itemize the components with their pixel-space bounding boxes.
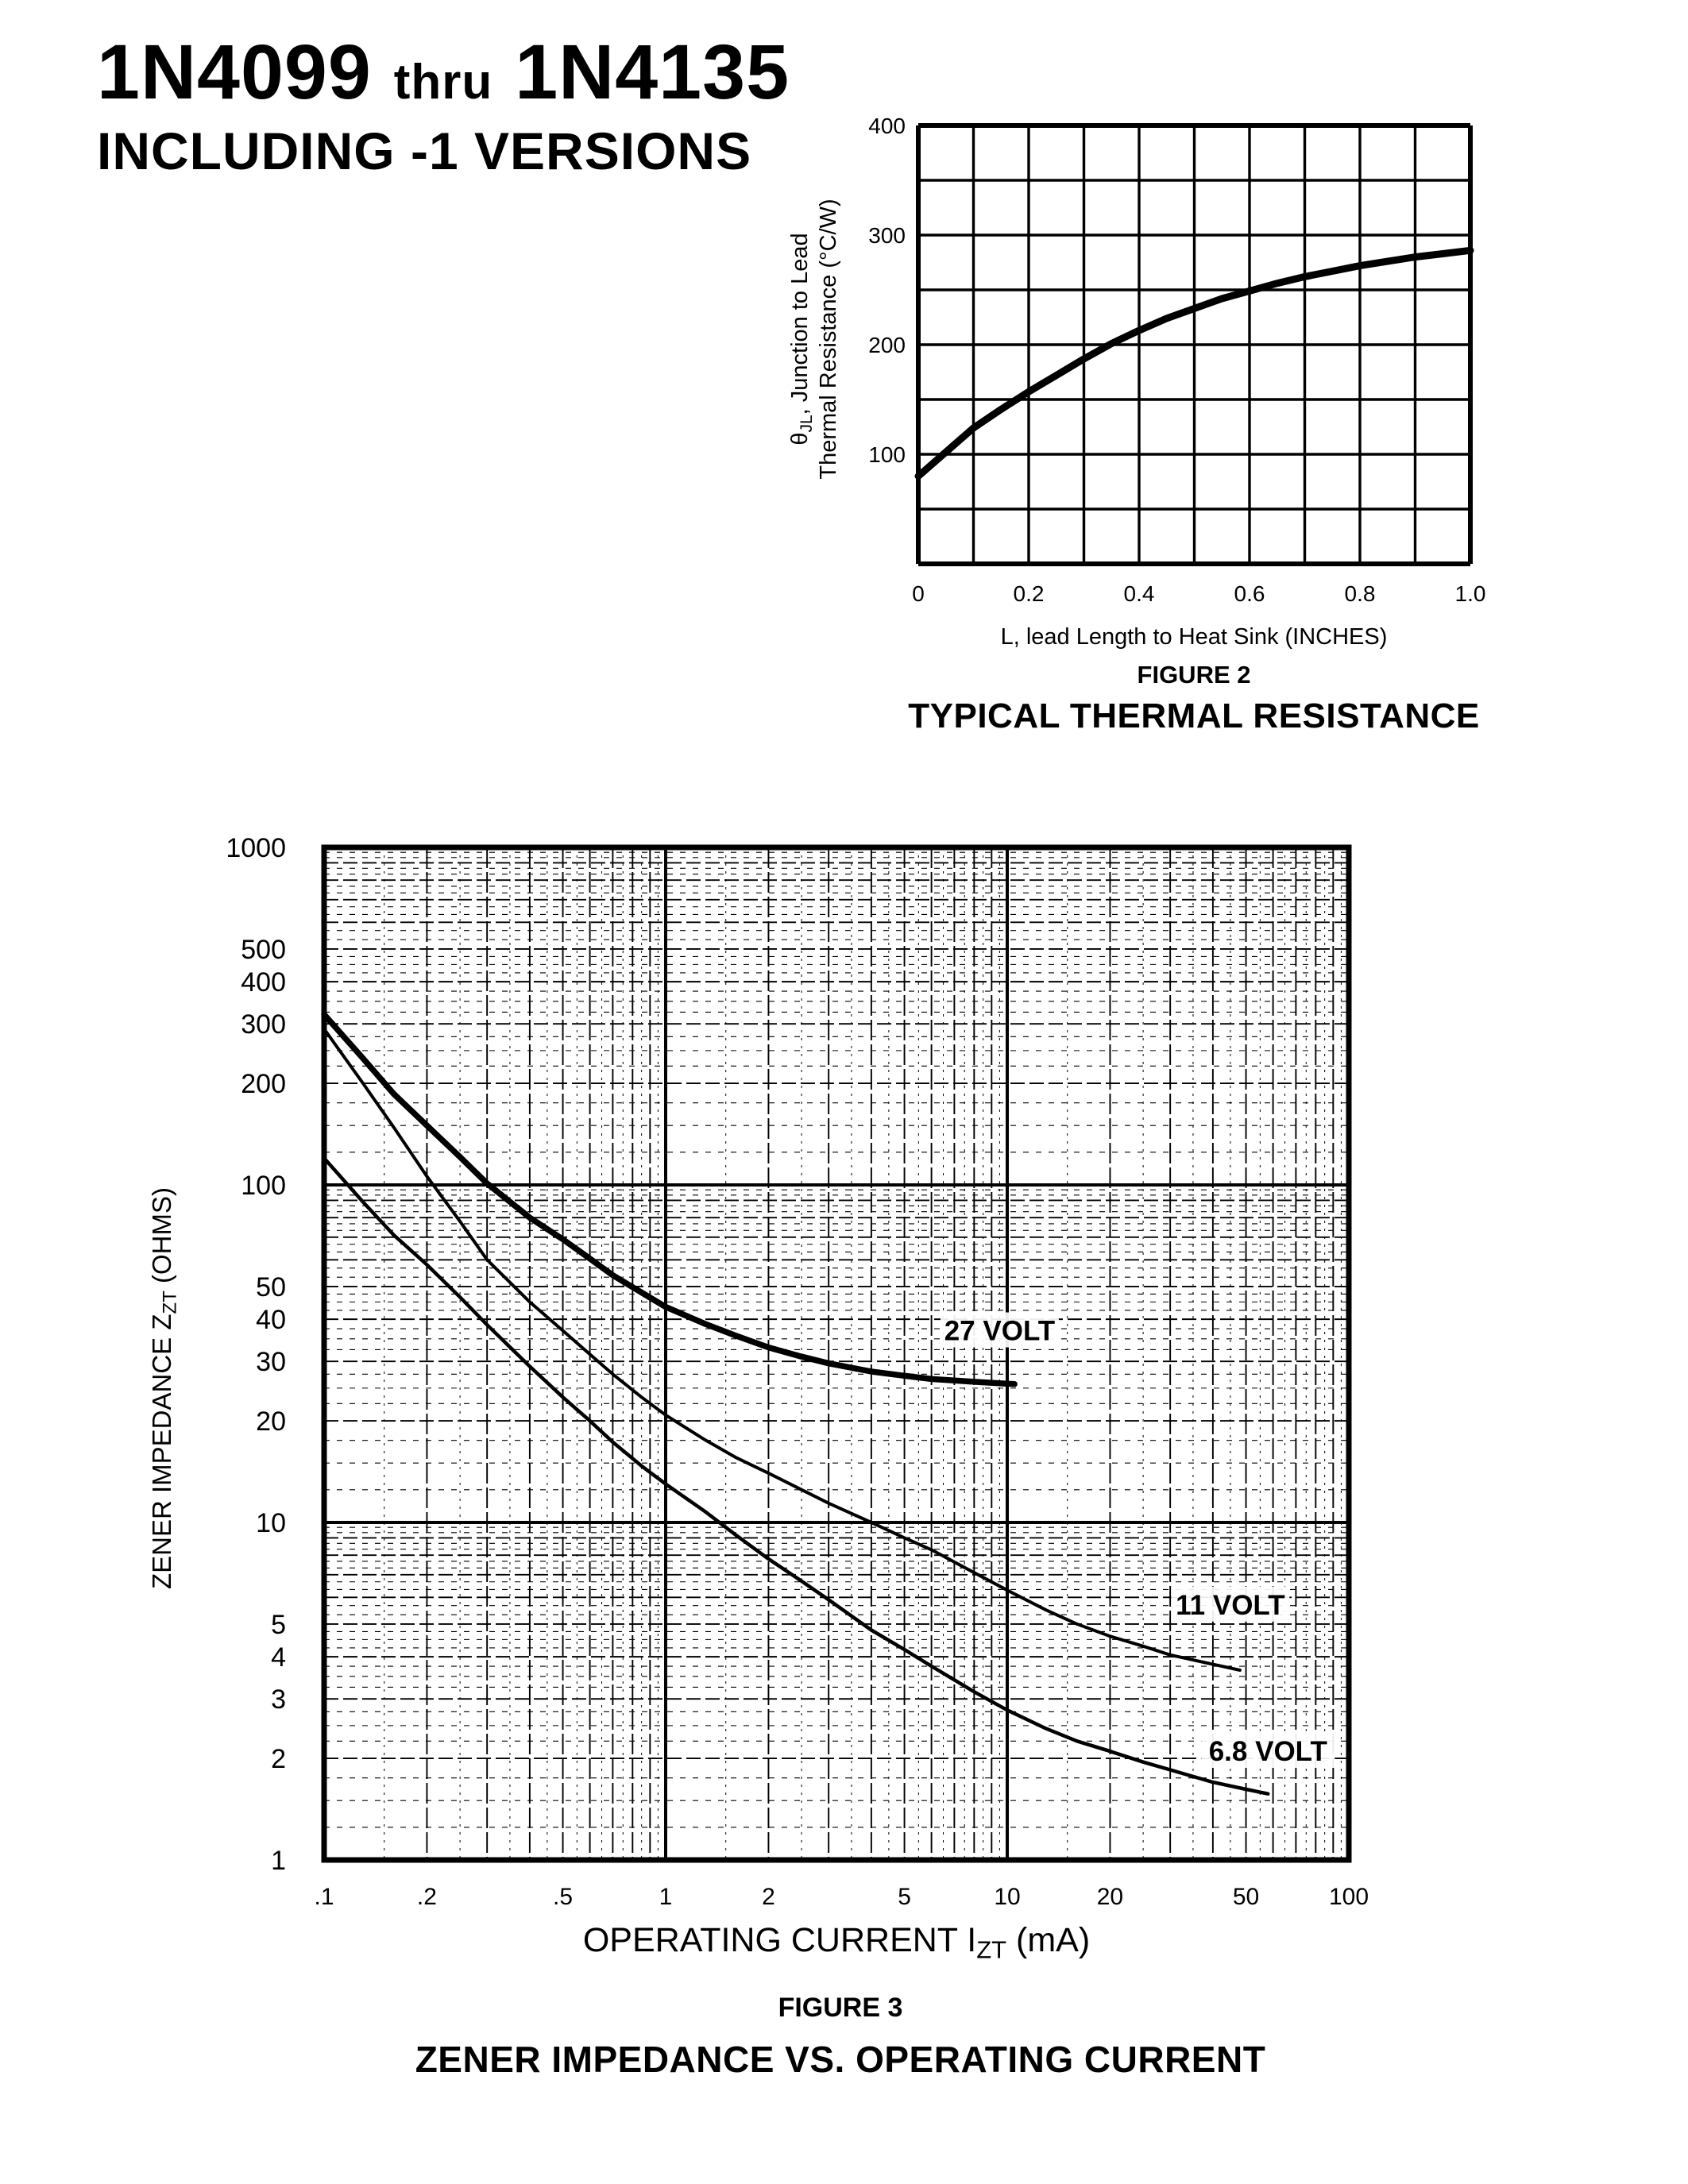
figure3-x-tick: 20 (1097, 1884, 1123, 1910)
figure3-y-tick: 300 (241, 1009, 286, 1040)
figure3-x-tick: 5 (898, 1884, 911, 1910)
figure2-x-tick: 0.6 (1234, 581, 1265, 606)
svg-text:Thermal Resistance (°C/W): Thermal Resistance (°C/W) (816, 199, 841, 479)
curve-label-27-volt: 27 VOLT (940, 1312, 1059, 1348)
figure2-x-tick: 0 (912, 581, 925, 606)
figure3-x-tick: .1 (314, 1884, 334, 1910)
figure3-y-tick: 10 (256, 1508, 286, 1538)
part-number-start: 1N4099 (97, 29, 372, 115)
figure2-x-tick: 0.2 (1014, 581, 1045, 606)
figure2-y-tick: 300 (868, 223, 906, 248)
figure3-y-tick: 2 (271, 1744, 286, 1774)
figure2-grid (916, 123, 1473, 566)
part-number-end: 1N4135 (515, 29, 790, 115)
curve-6.8-volt (322, 1156, 1270, 1796)
svg-text:θJL, Junction to Lead: θJL, Junction to Lead (787, 233, 816, 445)
figure2-y-tick: 100 (868, 442, 906, 467)
page-header: 1N4099 thru 1N4135 INCLUDING -1 VERSIONS (97, 32, 790, 179)
figure2-x-tick: 1.0 (1455, 581, 1486, 606)
figure3-y-tick: 30 (256, 1347, 286, 1377)
figure3-x-tick: 10 (994, 1884, 1020, 1910)
curve-label-6.8-volt: 6.8 VOLT (1201, 1733, 1335, 1769)
figure3-caption: FIGURE 3 ZENER IMPEDANCE VS. OPERATING C… (237, 1982, 1444, 2081)
figure3-y-tick: 3 (271, 1684, 286, 1715)
figure3-y-tick: 1 (271, 1846, 286, 1876)
figure3-y-tick: 4 (271, 1642, 286, 1673)
svg-text:ZENER IMPEDANCE ZZT (OHMS): ZENER IMPEDANCE ZZT (OHMS) (147, 1187, 181, 1589)
figure2-x-axis-label: L, lead Length to Heat Sink (INCHES) (1000, 624, 1388, 650)
figure2-x-tick: 0.8 (1345, 581, 1376, 606)
svg-text:27 VOLT: 27 VOLT (944, 1316, 1055, 1347)
figure3-subtitle: ZENER IMPEDANCE VS. OPERATING CURRENT (415, 2039, 1266, 2081)
figure3-axis-ticks: 1000500400300200100504030201054321.1.2.5… (226, 833, 1369, 1910)
figure3-x-tick: 50 (1233, 1884, 1259, 1910)
svg-text:11 VOLT: 11 VOLT (1176, 1590, 1284, 1621)
curve-27-volt (321, 1011, 1018, 1387)
figure2-plot: 100 200 300 400 0 0.2 0.4 0.6 0.8 1.0 θJL, Junctio… (787, 114, 1485, 606)
curve-label-11-volt: 11 VOLT (1171, 1586, 1290, 1622)
figure3-y-tick: 20 (256, 1406, 286, 1437)
figure3-grid (321, 844, 1352, 1863)
figure3-y-tick: 40 (256, 1305, 286, 1335)
figure3-y-tick: 5 (271, 1610, 286, 1640)
page-title: 1N4099 thru 1N4135 (97, 32, 790, 113)
figure2-y-tick: 200 (868, 333, 906, 357)
figure3-y-tick: 200 (241, 1069, 286, 1099)
figure3-y-tick: 100 (241, 1171, 286, 1201)
figure3-y-tick: 50 (256, 1272, 286, 1302)
figure3-x-tick: 100 (1329, 1884, 1369, 1910)
figure2-caption: L, lead Length to Heat Sink (INCHES) FIG… (832, 624, 1555, 737)
figure3-y-axis-title: ZENER IMPEDANCE ZZT (OHMS) (147, 1187, 181, 1589)
svg-text:OPERATING CURRENT IZT (mA): OPERATING CURRENT IZT (mA) (583, 1921, 1090, 1964)
figure3-x-tick: .2 (417, 1884, 437, 1910)
figure3-x-tick: 2 (762, 1884, 775, 1910)
page-subtitle: INCLUDING -1 VERSIONS (97, 121, 752, 180)
figure3-x-tick: 1 (659, 1884, 673, 1910)
thru-text: thru (393, 55, 493, 110)
figure3-x-axis-title: OPERATING CURRENT IZT (mA) (583, 1921, 1090, 1964)
figure3-y-tick: 500 (241, 935, 286, 965)
svg-text:6.8 VOLT: 6.8 VOLT (1209, 1736, 1327, 1767)
figure2-x-tick: 0.4 (1124, 581, 1155, 606)
curve-11-volt (323, 1027, 1242, 1672)
figure2-axis-ticks: 100 200 300 400 0 0.2 0.4 0.6 0.8 1.0 (868, 114, 1485, 606)
figure3-y-tick: 1000 (226, 833, 286, 863)
figure2-subtitle: TYPICAL THERMAL RESISTANCE (908, 696, 1480, 735)
figure3-x-tick: .5 (553, 1884, 573, 1910)
figure2-y-axis-title: θJL, Junction to Lead Thermal Resistance … (787, 199, 841, 479)
figure2-title: FIGURE 2 (1137, 661, 1251, 689)
figure3-title: FIGURE 3 (778, 1993, 903, 2023)
figure3-y-tick: 400 (241, 967, 286, 997)
figure2-y-tick: 400 (868, 114, 906, 138)
curve-junction-to-lead-thermal-resistance (914, 246, 1474, 480)
